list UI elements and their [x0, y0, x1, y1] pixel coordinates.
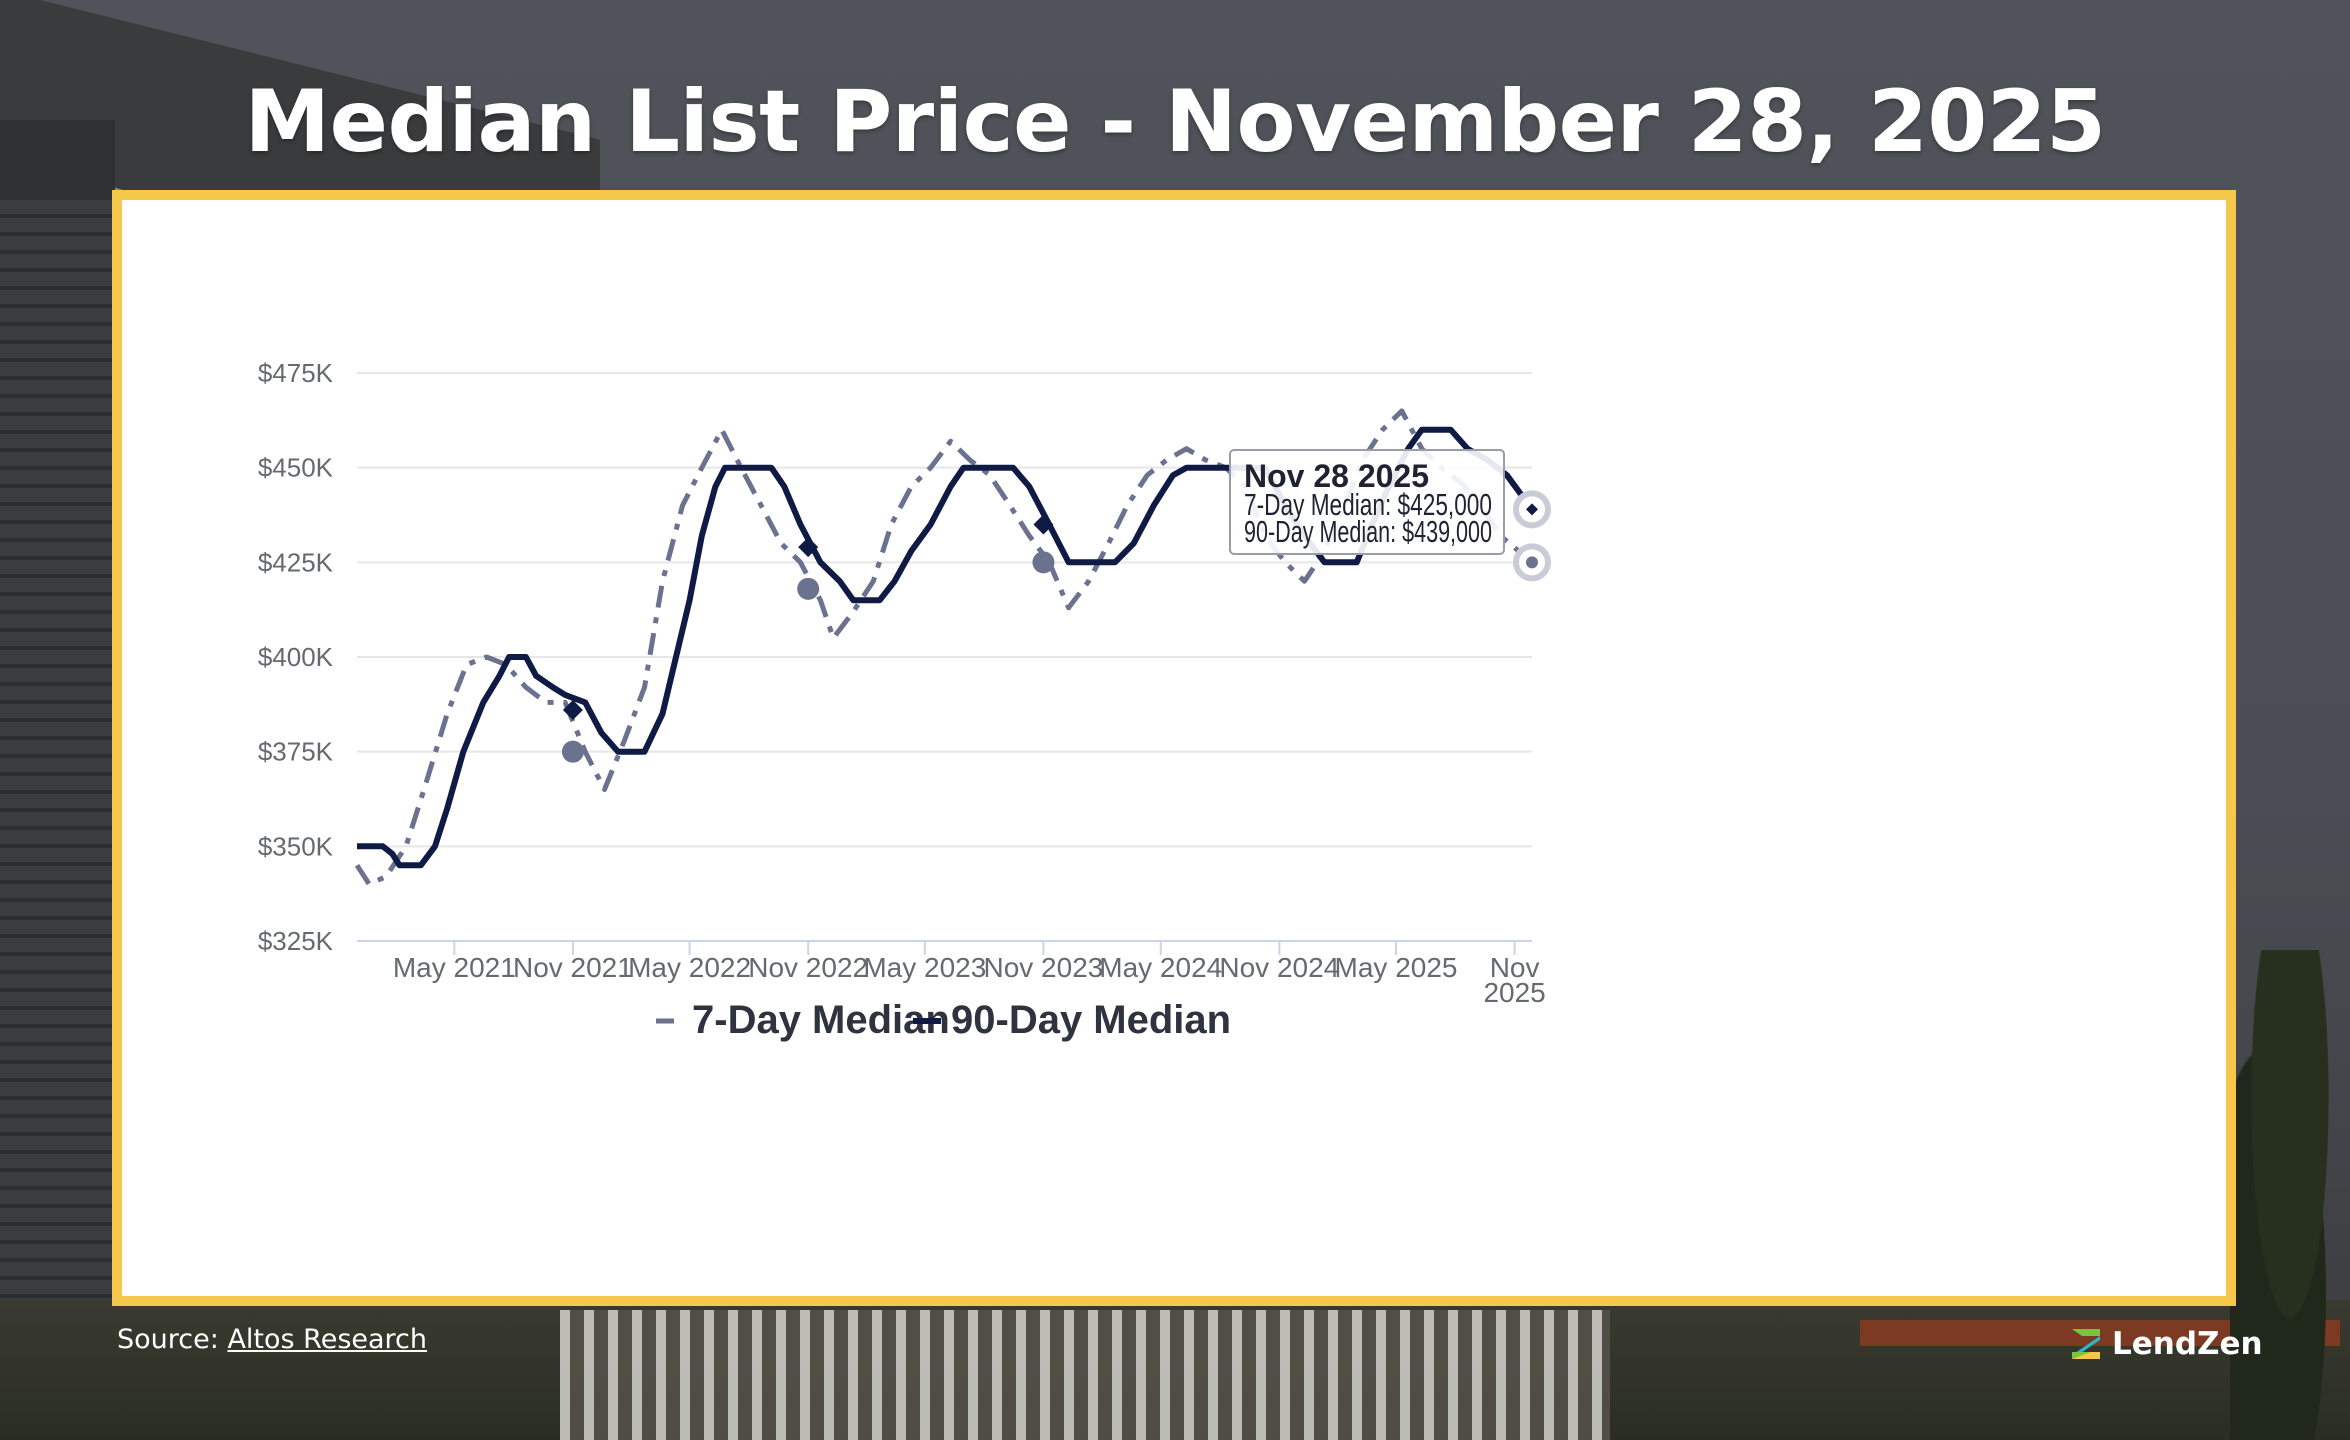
y-tick-label: $425K	[258, 547, 334, 577]
series-90day-marker	[798, 537, 819, 558]
source-credit: Source: Altos Research	[117, 1324, 427, 1355]
background-fence	[560, 1310, 1610, 1440]
y-tick-label: $450K	[258, 453, 334, 483]
lendzen-logo-icon	[2072, 1329, 2100, 1359]
x-tick-label: May 2023	[863, 952, 986, 983]
source-link[interactable]: Altos Research	[227, 1324, 428, 1355]
x-tick-label: Nov 2024	[1219, 952, 1339, 983]
y-tick-label: $350K	[258, 831, 334, 861]
y-tick-label: $375K	[258, 737, 334, 767]
x-tick-label: May 2025	[1335, 952, 1458, 983]
y-tick-label: $325K	[258, 926, 334, 956]
series-7day-marker	[561, 740, 584, 763]
page-title: Median List Price - November 28, 2025	[244, 72, 2106, 172]
y-axis-ticks: $325K $350K $375K $400K $425K $450K $475K	[258, 358, 334, 956]
x-tick-label: May 2021	[393, 952, 516, 983]
x-tick-label: Nov 2022	[748, 952, 868, 983]
x-tick-label: 2025	[1483, 977, 1545, 1008]
legend-7day-label: 7-Day Median	[692, 998, 950, 1042]
x-tick-label: Nov	[1490, 952, 1540, 983]
tooltip-date: Nov 28 2025	[1244, 458, 1429, 494]
background-trees	[2230, 950, 2350, 1440]
tooltip-line: 90-Day Median: $439,000	[1244, 514, 1492, 549]
series-7day-marker	[1526, 556, 1538, 569]
tooltip-box	[1229, 449, 1505, 555]
grid-lines	[357, 372, 1532, 942]
tooltip-line: 7-Day Median: $425,000	[1244, 487, 1492, 522]
x-tick-label: Nov 2023	[983, 952, 1103, 983]
series-7day-marker	[1032, 551, 1055, 574]
brand-name: LendZen	[2112, 1326, 2263, 1362]
series-90day-line	[357, 426, 1535, 869]
series-90day-marker	[1526, 503, 1538, 516]
series-lines[interactable]	[354, 408, 1535, 887]
series-7day-line	[354, 408, 1534, 887]
x-tick-label: May 2022	[628, 952, 751, 983]
brand-logo: LendZen	[2068, 1322, 2263, 1366]
x-tick-label: Nov 2021	[513, 952, 633, 983]
series-7day-marker	[797, 577, 820, 600]
x-tick-label: May 2024	[1099, 952, 1222, 983]
y-tick-label: $400K	[258, 642, 334, 672]
series-markers[interactable]	[561, 490, 1551, 763]
series-90day-marker	[562, 700, 583, 721]
line-chart[interactable]: $325K $350K $375K $400K $425K $450K $475K May …	[122, 200, 2226, 1296]
chart-frame: $325K $350K $375K $400K $425K $450K $475K May …	[112, 190, 2236, 1306]
source-label: Source:	[117, 1324, 219, 1355]
background-siding	[0, 200, 115, 1440]
y-tick-label: $475K	[258, 358, 334, 388]
legend-90day-label: 90-Day Median	[951, 998, 1231, 1042]
series-90day-marker	[1033, 514, 1054, 535]
chart-legend[interactable]: 7-Day Median 90-Day Median	[656, 998, 1231, 1042]
